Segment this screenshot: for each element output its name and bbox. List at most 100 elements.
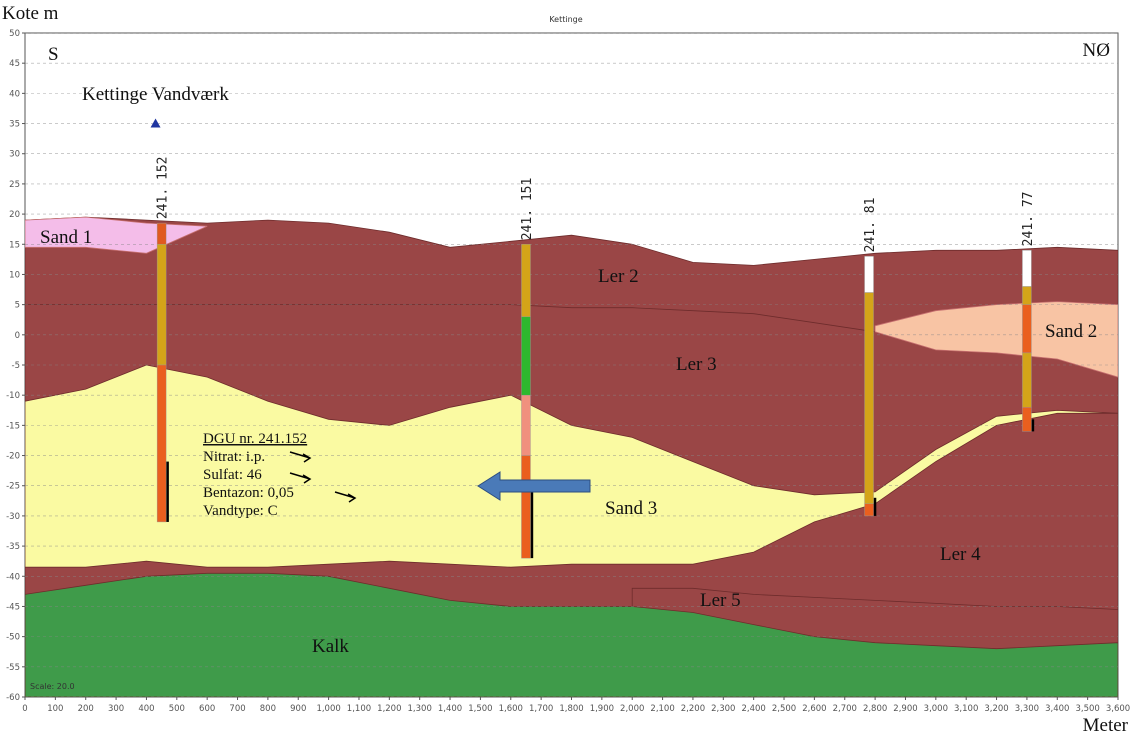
well-segment: [157, 365, 166, 522]
well-segment: [1022, 407, 1031, 431]
well-segment: [865, 504, 874, 516]
x-tick-label: 1,800: [559, 704, 583, 714]
y-tick-label: -40: [6, 572, 20, 582]
y-tick-label: 15: [9, 240, 20, 250]
x-axis-label: Meter: [1083, 715, 1129, 736]
y-tick-label: -5: [12, 361, 20, 371]
scale-label: Scale: 20.0: [30, 682, 75, 691]
waterworks-label: Kettinge Vandværk: [82, 84, 229, 105]
well-label: 241. 151: [520, 178, 535, 241]
well-segment: [1022, 305, 1031, 353]
y-tick-label: 50: [9, 29, 20, 39]
layer-label: Kalk: [312, 636, 349, 657]
layer-label: Ler 2: [598, 266, 639, 287]
x-tick-label: 1,000: [316, 704, 340, 714]
layer-label: Ler 5: [700, 590, 741, 611]
y-tick-label: -20: [6, 452, 20, 462]
x-tick-label: 1,700: [529, 704, 553, 714]
x-tick-label: 300: [108, 704, 124, 714]
x-tick-label: 2,400: [741, 704, 765, 714]
x-tick-label: 500: [169, 704, 185, 714]
x-tick-label: 2,700: [833, 704, 857, 714]
x-tick-label: 0: [22, 704, 27, 714]
well-segment: [521, 456, 530, 559]
x-tick-label: 2,300: [711, 704, 735, 714]
layer-label: Sand 2: [1045, 321, 1097, 342]
x-tick-label: 1,400: [438, 704, 462, 714]
well-segment: [521, 317, 530, 395]
x-tick-label: 100: [47, 704, 63, 714]
right-direction-label: NØ: [1083, 40, 1110, 61]
well-segment: [1022, 287, 1031, 305]
x-tick-label: 2,100: [650, 704, 674, 714]
y-tick-label: -35: [6, 542, 20, 552]
x-tick-label: 3,300: [1015, 704, 1039, 714]
y-tick-label: 40: [9, 89, 20, 99]
well-segment: [1022, 250, 1031, 286]
x-tick-label: 200: [78, 704, 94, 714]
left-direction-label: S: [48, 44, 59, 65]
layer-label: Sand 3: [605, 498, 657, 519]
y-tick-label: -50: [6, 633, 20, 643]
x-tick-label: 3,000: [924, 704, 948, 714]
x-tick-label: 1,200: [377, 704, 401, 714]
layer-label: Sand 1: [40, 227, 92, 248]
y-tick-label: -10: [6, 391, 20, 401]
y-tick-label: -55: [6, 663, 20, 673]
layer-label: Ler 4: [940, 544, 981, 565]
annotation-line: Sulfat: 46: [203, 467, 262, 483]
x-tick-label: 1,900: [590, 704, 614, 714]
y-tick-label: 45: [9, 59, 20, 69]
y-tick-label: 25: [9, 180, 20, 190]
well-label: 241. 81: [863, 198, 878, 253]
x-tick-label: 3,200: [984, 704, 1008, 714]
y-tick-label: -15: [6, 421, 20, 431]
well-segment: [157, 223, 166, 244]
layer-label: Ler 3: [676, 354, 717, 375]
y-tick-label: -30: [6, 512, 20, 522]
x-tick-label: 2,500: [772, 704, 796, 714]
y-tick-label: -25: [6, 482, 20, 492]
well-segment: [1022, 353, 1031, 407]
well-segment: [521, 395, 530, 455]
well-segment: [157, 244, 166, 365]
y-axis-label: Kote m: [2, 3, 59, 24]
y-tick-label: 35: [9, 120, 20, 130]
annotation-line: Vandtype: C: [203, 503, 278, 519]
x-tick-label: 3,500: [1075, 704, 1099, 714]
x-tick-label: 600: [199, 704, 215, 714]
x-tick-label: 2,000: [620, 704, 644, 714]
x-tick-label: 800: [260, 704, 276, 714]
well-label: 241. 152: [156, 157, 171, 220]
annotation-line: Bentazon: 0,05: [203, 485, 294, 501]
annotation-line: DGU nr. 241.152: [203, 431, 307, 447]
chart-title: Kettinge: [549, 15, 582, 24]
y-tick-label: 5: [15, 301, 20, 311]
x-tick-label: 2,200: [681, 704, 705, 714]
annotation-line: Nitrat: i.p.: [203, 449, 265, 465]
y-tick-label: 20: [9, 210, 20, 220]
well-label: 241. 77: [1021, 192, 1036, 247]
y-tick-label: 0: [15, 331, 20, 341]
x-tick-label: 1,100: [347, 704, 371, 714]
x-tick-label: 2,600: [802, 704, 826, 714]
cross-section-chart: -60-55-50-45-40-35-30-25-20-15-10-505101…: [0, 0, 1132, 738]
x-tick-label: 3,400: [1045, 704, 1069, 714]
x-tick-label: 2,800: [863, 704, 887, 714]
x-tick-label: 700: [229, 704, 245, 714]
x-tick-label: 1,600: [499, 704, 523, 714]
x-tick-label: 400: [138, 704, 154, 714]
y-tick-label: 30: [9, 150, 20, 160]
y-tick-label: -45: [6, 602, 20, 612]
x-tick-label: 3,100: [954, 704, 978, 714]
well-segment: [521, 244, 530, 316]
well-segment: [865, 293, 874, 504]
well-segment: [865, 256, 874, 292]
x-tick-label: 2,900: [893, 704, 917, 714]
x-tick-label: 1,300: [408, 704, 432, 714]
x-tick-label: 900: [290, 704, 306, 714]
y-tick-label: -60: [6, 693, 20, 703]
y-tick-label: 10: [9, 270, 20, 280]
x-tick-label: 1,500: [468, 704, 492, 714]
x-tick-label: 3,600: [1106, 704, 1130, 714]
